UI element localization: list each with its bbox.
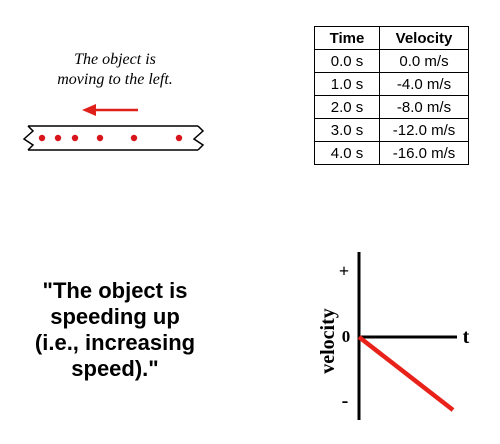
motion-arrow [82, 104, 138, 116]
table-row: 1.0 s -4.0 m/s [314, 72, 469, 96]
conclusion-quote: "The object is speeding up (i.e., increa… [10, 278, 220, 382]
cell-time: 1.0 s [314, 72, 380, 96]
cell-time: 3.0 s [314, 118, 380, 142]
minus-label: - [342, 390, 349, 412]
plus-label: + [339, 261, 349, 281]
table-row: 4.0 s -16.0 m/s [314, 141, 469, 165]
tape-right-break [192, 125, 205, 151]
caption-line-2: moving to the left. [57, 71, 173, 88]
header-velocity: Velocity [379, 26, 469, 50]
cell-time: 2.0 s [314, 95, 380, 119]
cell-time: 4.0 s [314, 141, 380, 165]
tape-left-break [22, 125, 35, 151]
tape-dot [54, 134, 62, 142]
table-header-row: Time Velocity [314, 26, 469, 50]
header-time: Time [314, 26, 380, 50]
table-row: 2.0 s -8.0 m/s [314, 95, 469, 119]
velocity-axis-label: velocity [317, 308, 339, 374]
tape-dots [38, 134, 183, 142]
table-row: 3.0 s -12.0 m/s [314, 118, 469, 142]
table-row: 0.0 s 0.0 m/s [314, 49, 469, 73]
tape-dot [130, 134, 138, 142]
cell-velocity: -12.0 m/s [379, 118, 469, 142]
tape-dot [175, 134, 183, 142]
cell-velocity: -8.0 m/s [379, 95, 469, 119]
arrow-head [82, 104, 96, 116]
tape-dot [96, 134, 104, 142]
velocity-line [357, 335, 455, 412]
tape-dot [38, 134, 46, 142]
velocity-table: Time Velocity 0.0 s 0.0 m/s 1.0 s -4.0 m… [314, 26, 469, 165]
tape-dot [71, 134, 79, 142]
cell-velocity: 0.0 m/s [379, 49, 469, 73]
cell-velocity: -4.0 m/s [379, 72, 469, 96]
t-label: t [463, 326, 470, 348]
cell-velocity: -16.0 m/s [379, 141, 469, 165]
quote-line-1: "The object is [42, 278, 188, 303]
quote-line-3: (i.e., increasing [34, 330, 196, 355]
ticker-tape [22, 125, 205, 151]
quote-line-4: speed)." [71, 356, 159, 381]
zero-label: 0 [342, 327, 351, 346]
quote-line-2: speeding up [50, 304, 180, 329]
ticker-tape-diagram [22, 104, 205, 151]
velocity-time-graph: + 0 - t velocity [317, 252, 470, 420]
cell-time: 0.0 s [314, 49, 380, 73]
caption-line-1: The object is [74, 51, 156, 68]
motion-caption: The object is moving to the left. [30, 50, 200, 90]
